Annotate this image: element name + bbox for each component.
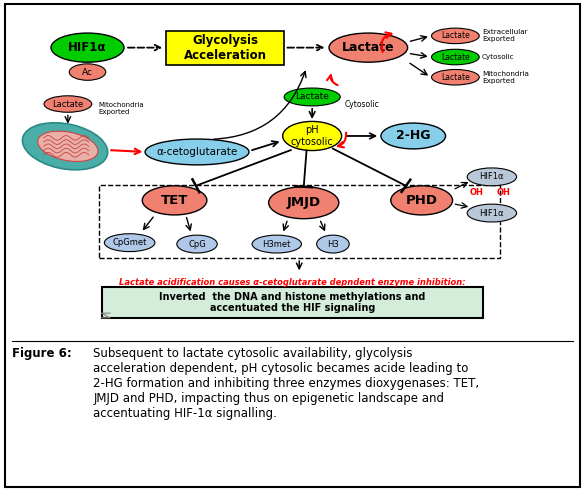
Ellipse shape xyxy=(104,234,155,251)
Ellipse shape xyxy=(467,168,517,186)
Text: OH: OH xyxy=(496,188,510,197)
Text: Lactate: Lactate xyxy=(441,73,470,82)
Ellipse shape xyxy=(69,64,106,81)
Text: Cytosolic: Cytosolic xyxy=(344,100,379,109)
Text: Ac: Ac xyxy=(82,68,93,77)
Text: Inverted  the DNA and histone methylations and
accentuated the HIF signaling: Inverted the DNA and histone methylation… xyxy=(159,292,426,313)
Ellipse shape xyxy=(177,235,217,253)
Text: Subsequent to lactate cytosolic availability, glycolysis
acceleration dependent,: Subsequent to lactate cytosolic availabi… xyxy=(93,347,479,419)
Ellipse shape xyxy=(316,235,349,253)
FancyBboxPatch shape xyxy=(102,287,483,318)
Text: Lactate: Lactate xyxy=(295,92,329,102)
Text: H3: H3 xyxy=(327,240,339,248)
Text: α-cetoglutarate: α-cetoglutarate xyxy=(156,147,238,157)
Text: Lactate: Lactate xyxy=(441,53,470,61)
Text: Figure 6:: Figure 6: xyxy=(12,347,71,359)
Text: Extracellular
Exported: Extracellular Exported xyxy=(482,29,528,42)
Text: Glycolysis
Acceleration: Glycolysis Acceleration xyxy=(184,33,267,62)
Ellipse shape xyxy=(252,235,301,253)
Ellipse shape xyxy=(37,131,98,162)
Text: Mitochondria
Exported: Mitochondria Exported xyxy=(482,71,529,84)
Ellipse shape xyxy=(142,186,207,215)
Text: pH
cytosolic: pH cytosolic xyxy=(291,125,333,147)
Ellipse shape xyxy=(432,49,479,65)
Text: CpG: CpG xyxy=(188,240,206,248)
Ellipse shape xyxy=(51,33,124,62)
Text: OH: OH xyxy=(470,188,484,197)
Text: Lactate: Lactate xyxy=(441,31,470,40)
Ellipse shape xyxy=(284,88,340,106)
FancyBboxPatch shape xyxy=(166,31,284,64)
Ellipse shape xyxy=(432,70,479,85)
Text: Lactate acidification causes α-cetoglutarate depndent enzyme inhibition:: Lactate acidification causes α-cetogluta… xyxy=(119,278,466,287)
Text: JMJD: JMJD xyxy=(287,196,321,209)
Text: CpGmet: CpGmet xyxy=(112,238,147,247)
Ellipse shape xyxy=(391,186,453,215)
Ellipse shape xyxy=(22,123,108,170)
Text: Mitochondria
Exported: Mitochondria Exported xyxy=(99,102,144,115)
Text: PHD: PHD xyxy=(405,194,438,207)
Ellipse shape xyxy=(269,187,339,218)
Ellipse shape xyxy=(145,139,249,165)
Ellipse shape xyxy=(467,204,517,222)
Ellipse shape xyxy=(283,121,342,151)
Ellipse shape xyxy=(432,28,479,44)
Text: Lactate: Lactate xyxy=(342,41,395,54)
Ellipse shape xyxy=(44,96,92,112)
Text: Cytosolic: Cytosolic xyxy=(482,54,514,60)
Text: HIF1α: HIF1α xyxy=(480,172,504,181)
Text: 2-HG: 2-HG xyxy=(396,130,431,142)
Text: H3met: H3met xyxy=(263,240,291,248)
Text: TET: TET xyxy=(161,194,188,207)
Text: Lactate: Lactate xyxy=(52,100,84,109)
Text: HIF1α: HIF1α xyxy=(68,41,107,54)
Ellipse shape xyxy=(329,33,408,62)
Ellipse shape xyxy=(381,123,446,149)
Text: HIF1α: HIF1α xyxy=(480,209,504,218)
